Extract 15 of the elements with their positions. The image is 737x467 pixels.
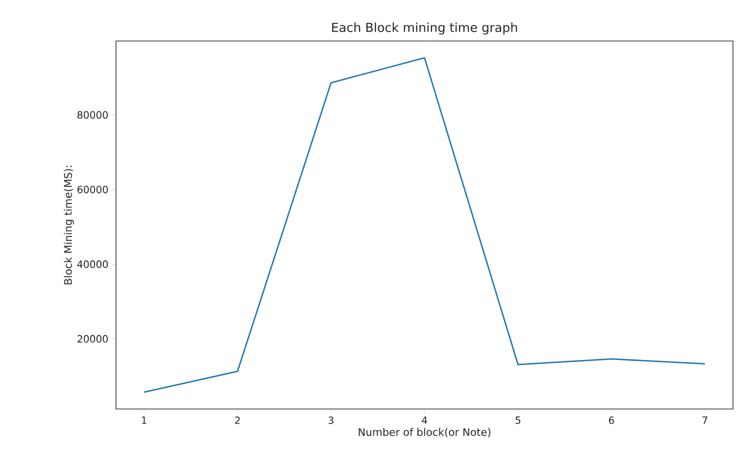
- x-tick-label: 2: [235, 416, 240, 424]
- y-tick-label: 60000: [77, 186, 108, 194]
- y-tick-label: 80000: [77, 111, 108, 119]
- x-tick-label: 4: [422, 416, 428, 424]
- x-tick-label: 5: [516, 416, 520, 424]
- x-tick-label: 7: [702, 416, 708, 424]
- x-tick-label: 3: [328, 416, 334, 424]
- chart-title: Each Block mining time graph: [332, 22, 517, 35]
- y-axis-title: Block Mining time(MS):: [64, 166, 74, 284]
- y-tick-label: 40000: [77, 260, 108, 268]
- x-tick-label: 1: [142, 416, 146, 424]
- x-axis-title: Number of block(or Note): [358, 428, 490, 438]
- line-series: [143, 57, 706, 393]
- x-tick-label: 6: [609, 416, 614, 424]
- y-tick-label: 20000: [78, 335, 108, 343]
